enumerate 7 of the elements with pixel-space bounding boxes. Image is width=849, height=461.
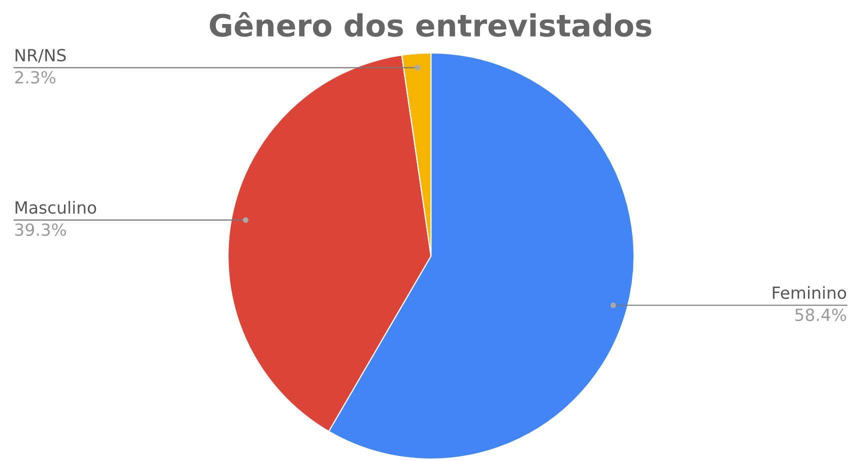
data-label: 58.4% <box>795 308 846 322</box>
slice-label: Masculino <box>16 200 96 214</box>
slice-label: NR/NS <box>16 48 66 63</box>
data-label: 2.3% <box>15 70 56 84</box>
data-label: 39.3% <box>15 223 66 236</box>
chart-title: Gênero dos entrevistados <box>210 12 652 37</box>
slice-label: Feminino <box>772 286 846 300</box>
